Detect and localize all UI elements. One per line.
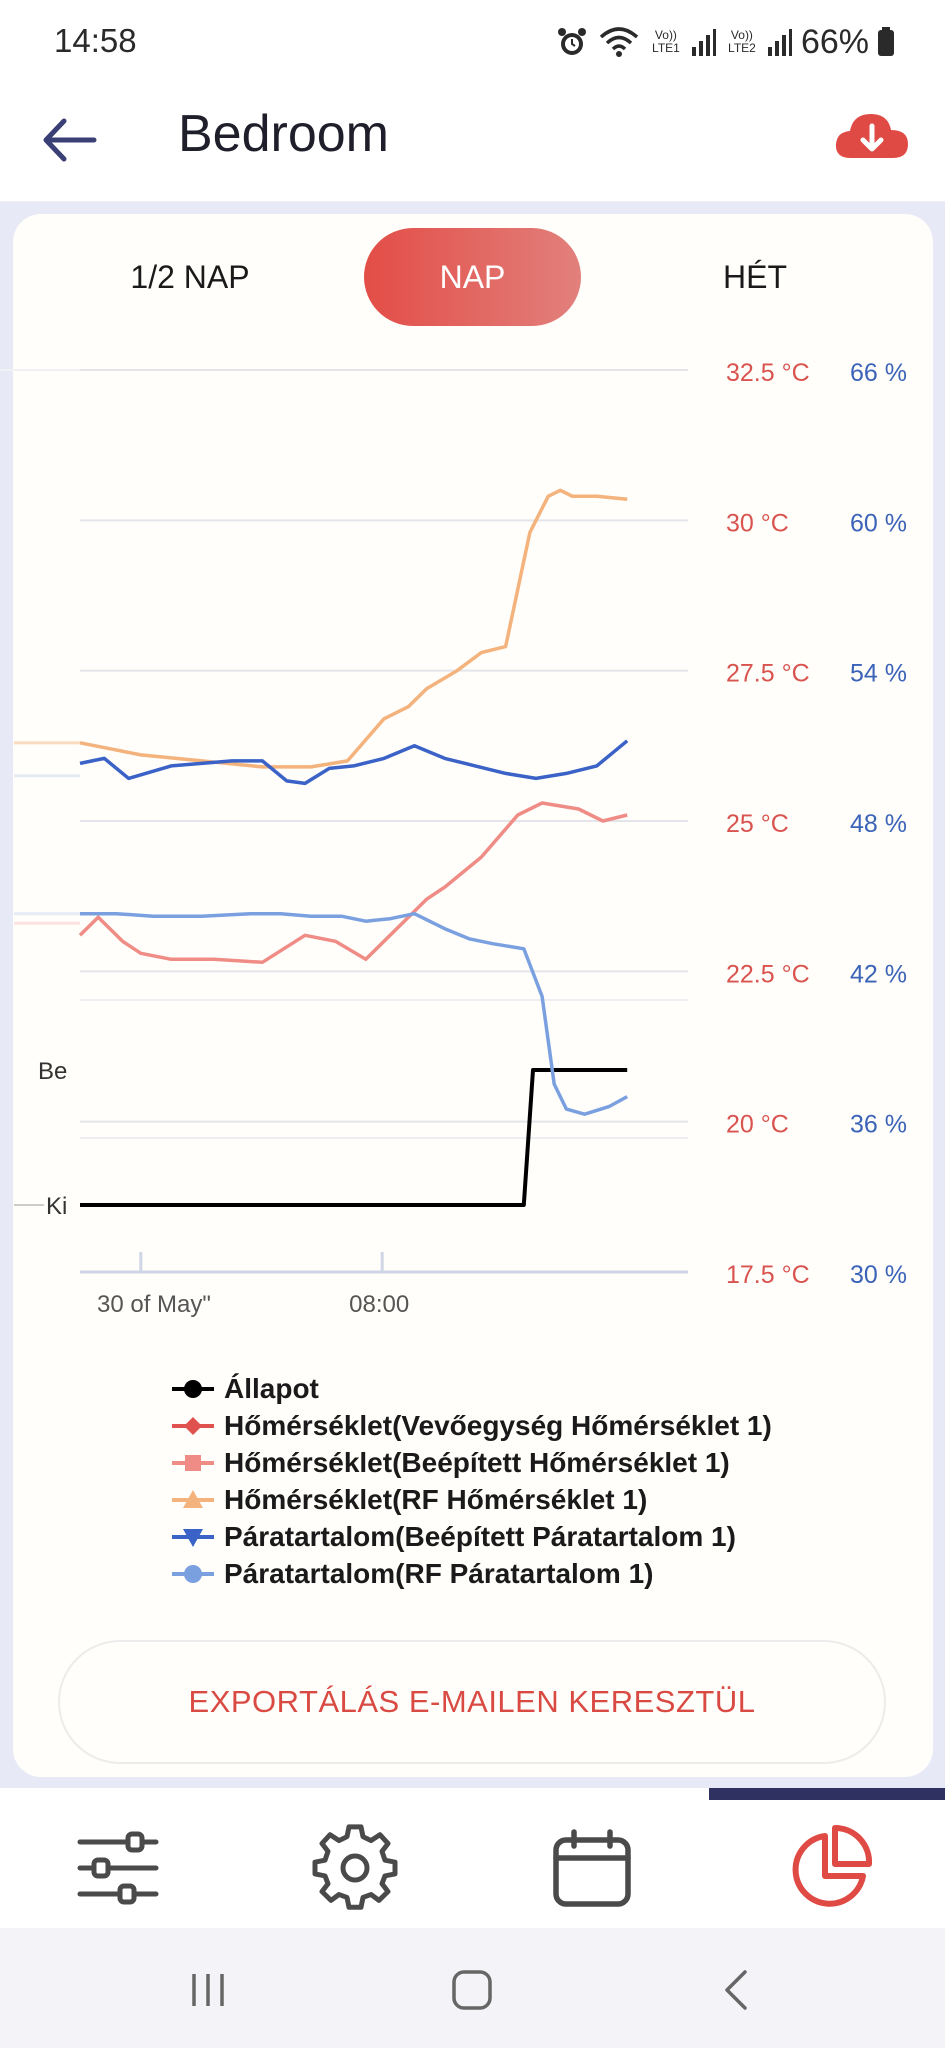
signal-icon — [691, 29, 716, 56]
humidity-tick-label: 48 % — [850, 810, 907, 838]
series-line — [80, 911, 629, 1116]
legend-item[interactable]: Hőmérséklet(RF Hőmérséklet 1) — [170, 1481, 870, 1518]
page-title: Bedroom — [178, 105, 389, 163]
series-line — [79, 739, 629, 786]
chart-card — [13, 214, 933, 1777]
back-icon — [725, 1970, 747, 2010]
home-button[interactable] — [437, 1955, 507, 2025]
legend-marker-diamond — [172, 1416, 214, 1435]
legend-item[interactable]: Hőmérséklet(Vevőegység Hőmérséklet 1) — [170, 1407, 870, 1444]
tab-week[interactable]: HÉT — [723, 258, 787, 295]
sim2-label: Vo)) LTE2 — [728, 28, 756, 55]
chart: 32.5 °C 66 % 30 °C 60 % 27.5 °C 54 % 25 °C 48 %… — [0, 359, 907, 1318]
x-tick-label: 30 of May" — [97, 1291, 211, 1318]
legend-label: Hőmérséklet(RF Hőmérséklet 1) — [224, 1483, 648, 1515]
app-header: Bedroom — [0, 84, 945, 202]
state-label-off: Ki — [46, 1193, 67, 1220]
series-line — [80, 1068, 628, 1207]
humidity-tick-label: 60 % — [850, 509, 907, 537]
status-bar: 14:58 Vo)) LTE1 Vo)) LTE2 66% — [0, 0, 945, 84]
temp-tick-label: 30 °C — [726, 509, 789, 537]
calendar-icon — [553, 1829, 631, 1907]
cloud-download-button[interactable] — [833, 106, 911, 168]
humidity-tick-label: 66 % — [850, 359, 907, 387]
series-line — [78, 801, 628, 965]
back-button[interactable] — [38, 108, 102, 172]
temp-tick-label: 32.5 °C — [726, 359, 810, 387]
active-tab-indicator — [709, 1788, 945, 1800]
tab-day[interactable]: NAP — [364, 228, 581, 326]
humidity-tick-label: 30 % — [850, 1261, 907, 1289]
recents-button[interactable] — [173, 1955, 243, 2025]
sim1-label: Vo)) LTE1 — [652, 28, 680, 55]
gear-icon — [312, 1824, 398, 1910]
legend-marker-circle — [172, 1564, 214, 1583]
nav-sliders[interactable] — [68, 1818, 168, 1918]
legend-label: Páratartalom(Beépített Páratartalom 1) — [224, 1520, 736, 1552]
bottom-nav — [0, 1788, 945, 1928]
legend-marker-square — [172, 1454, 214, 1471]
recents-icon — [192, 1974, 224, 2006]
pie-chart-icon — [792, 1824, 873, 1907]
nav-calendar[interactable] — [542, 1818, 642, 1918]
nav-statistics[interactable] — [779, 1818, 879, 1918]
legend-label: Hőmérséklet(Vevőegység Hőmérséklet 1) — [224, 1409, 772, 1441]
chart-series — [14, 488, 629, 1207]
export-email-button[interactable]: EXPORTÁLÁS E-MAILEN KERESZTÜL — [58, 1640, 886, 1764]
battery-icon — [878, 27, 894, 56]
temp-tick-label: 27.5 °C — [726, 660, 810, 688]
status-icons: Vo)) LTE1 Vo)) LTE2 66% — [555, 20, 895, 64]
humidity-tick-label: 54 % — [850, 660, 907, 688]
wifi-icon — [599, 27, 639, 57]
humidity-tick-label: 36 % — [850, 1111, 907, 1139]
legend-label: Állapot — [224, 1372, 319, 1404]
chart-axis-labels: 32.5 °C 66 % 30 °C 60 % 27.5 °C 54 % 25 °C 48 %… — [14, 359, 907, 1318]
alarm-icon — [557, 28, 586, 55]
state-label-on: Be — [38, 1058, 67, 1085]
temp-tick-label: 20 °C — [726, 1111, 789, 1139]
legend-label: Hőmérséklet(Beépített Hőmérséklet 1) — [224, 1446, 730, 1478]
tab-half-day[interactable]: 1/2 NAP — [130, 258, 250, 295]
system-back-button[interactable] — [702, 1955, 772, 2025]
legend-item[interactable]: Páratartalom(Beépített Páratartalom 1) — [170, 1518, 870, 1555]
arrow-left-icon — [43, 118, 97, 162]
system-nav-bar — [0, 1928, 945, 2048]
x-tick-label: 08:00 — [349, 1291, 409, 1318]
sliders-icon — [77, 1831, 159, 1905]
signal-icon — [767, 29, 792, 56]
temp-tick-label: 17.5 °C — [726, 1261, 810, 1289]
chart-grid — [0, 369, 688, 1274]
nav-settings[interactable] — [305, 1818, 405, 1918]
chart-legend: Állapot Hőmérséklet(Vevőegység Hőmérsékle… — [170, 1370, 870, 1592]
temp-tick-label: 25 °C — [726, 810, 789, 838]
cloud-download-icon — [835, 114, 908, 158]
legend-item[interactable]: Páratartalom(RF Páratartalom 1) — [170, 1555, 870, 1592]
legend-marker-triangle-up — [172, 1489, 214, 1508]
status-time: 14:58 — [54, 22, 137, 59]
legend-marker-circle — [172, 1379, 214, 1398]
battery-percent: 66% — [800, 22, 869, 61]
temp-tick-label: 22.5 °C — [726, 960, 810, 988]
series-line — [79, 488, 628, 769]
legend-item[interactable]: Állapot — [170, 1370, 870, 1407]
humidity-tick-label: 42 % — [850, 960, 907, 988]
legend-item[interactable]: Hőmérséklet(Beépített Hőmérséklet 1) — [170, 1444, 870, 1481]
legend-marker-triangle-down — [172, 1528, 214, 1547]
home-icon — [452, 1970, 492, 2010]
legend-label: Páratartalom(RF Páratartalom 1) — [224, 1557, 654, 1589]
